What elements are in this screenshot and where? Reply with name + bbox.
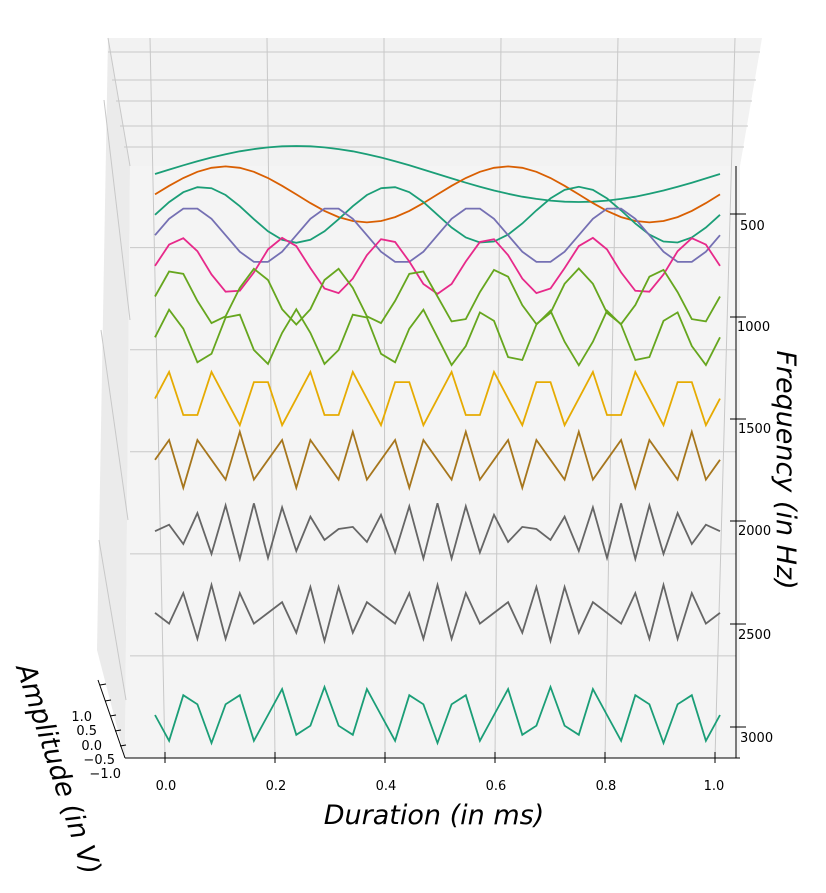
grid-line-vertical [266,37,276,759]
y-tick-label: 1500 [738,422,771,437]
grid-lines [98,37,760,759]
series-line-1500hz [154,428,721,491]
x-tick-label: 1.0 [704,779,725,794]
series-group [154,145,721,746]
x-tick-label: 0.0 [156,779,177,794]
grid-line-side [107,37,131,167]
series-line-400hz [154,207,721,263]
grid-line-vertical [149,37,166,759]
series-line-550hz [154,236,721,295]
z-axis-line [97,679,126,759]
z-tick-label: −0.5 [83,753,115,768]
z-tick-label: 0.5 [76,724,97,739]
x-tick-label: 0.8 [596,779,617,794]
grid-line-side [100,329,129,521]
series-line-900hz [154,307,721,368]
back-wall [108,38,762,166]
x-tick-label: 0.2 [266,779,287,794]
floor-pane [125,166,740,758]
z-axis-ticks: 1.0 0.5 0.0 −0.5 −1.0 [71,683,127,782]
series-line-2750hz [154,684,721,746]
x-axis-ticks: 0.0 0.2 0.4 0.6 0.8 1.0 [156,752,725,794]
side-wall [97,38,130,758]
series-line-2250hz [154,581,721,645]
y-tick-label: 2000 [738,524,771,539]
grid-line-vertical [714,37,736,759]
grid-line-vertical [494,37,502,759]
grid-line-vertical [604,37,619,759]
series-line-700hz [154,267,721,326]
x-tick-label: 0.4 [376,779,397,794]
y-axis-label: Frequency (in Hz) [770,350,801,589]
series-line-1200hz [154,369,721,428]
series-line-300hz [154,185,721,244]
series-line-1850hz [154,502,721,563]
x-axis-label: Duration (in ms) [324,800,544,831]
z-tick-label: 1.0 [71,710,92,725]
grid-line-side [98,539,127,701]
y-tick-label: 500 [740,219,765,234]
z-tick-label: 0.0 [81,739,102,754]
series-line-100hz [154,145,721,203]
y-axis-ticks: 500 1000 1500 2000 2500 3000 [730,213,773,746]
grid-line-side [103,99,131,321]
z-tick-label: −1.0 [89,767,121,782]
y-tick-label: 2500 [738,628,771,643]
series-line-200hz [154,165,721,224]
x-tick-label: 0.6 [486,779,507,794]
y-tick-label: 1000 [737,320,770,335]
y-tick-label: 3000 [740,731,773,746]
